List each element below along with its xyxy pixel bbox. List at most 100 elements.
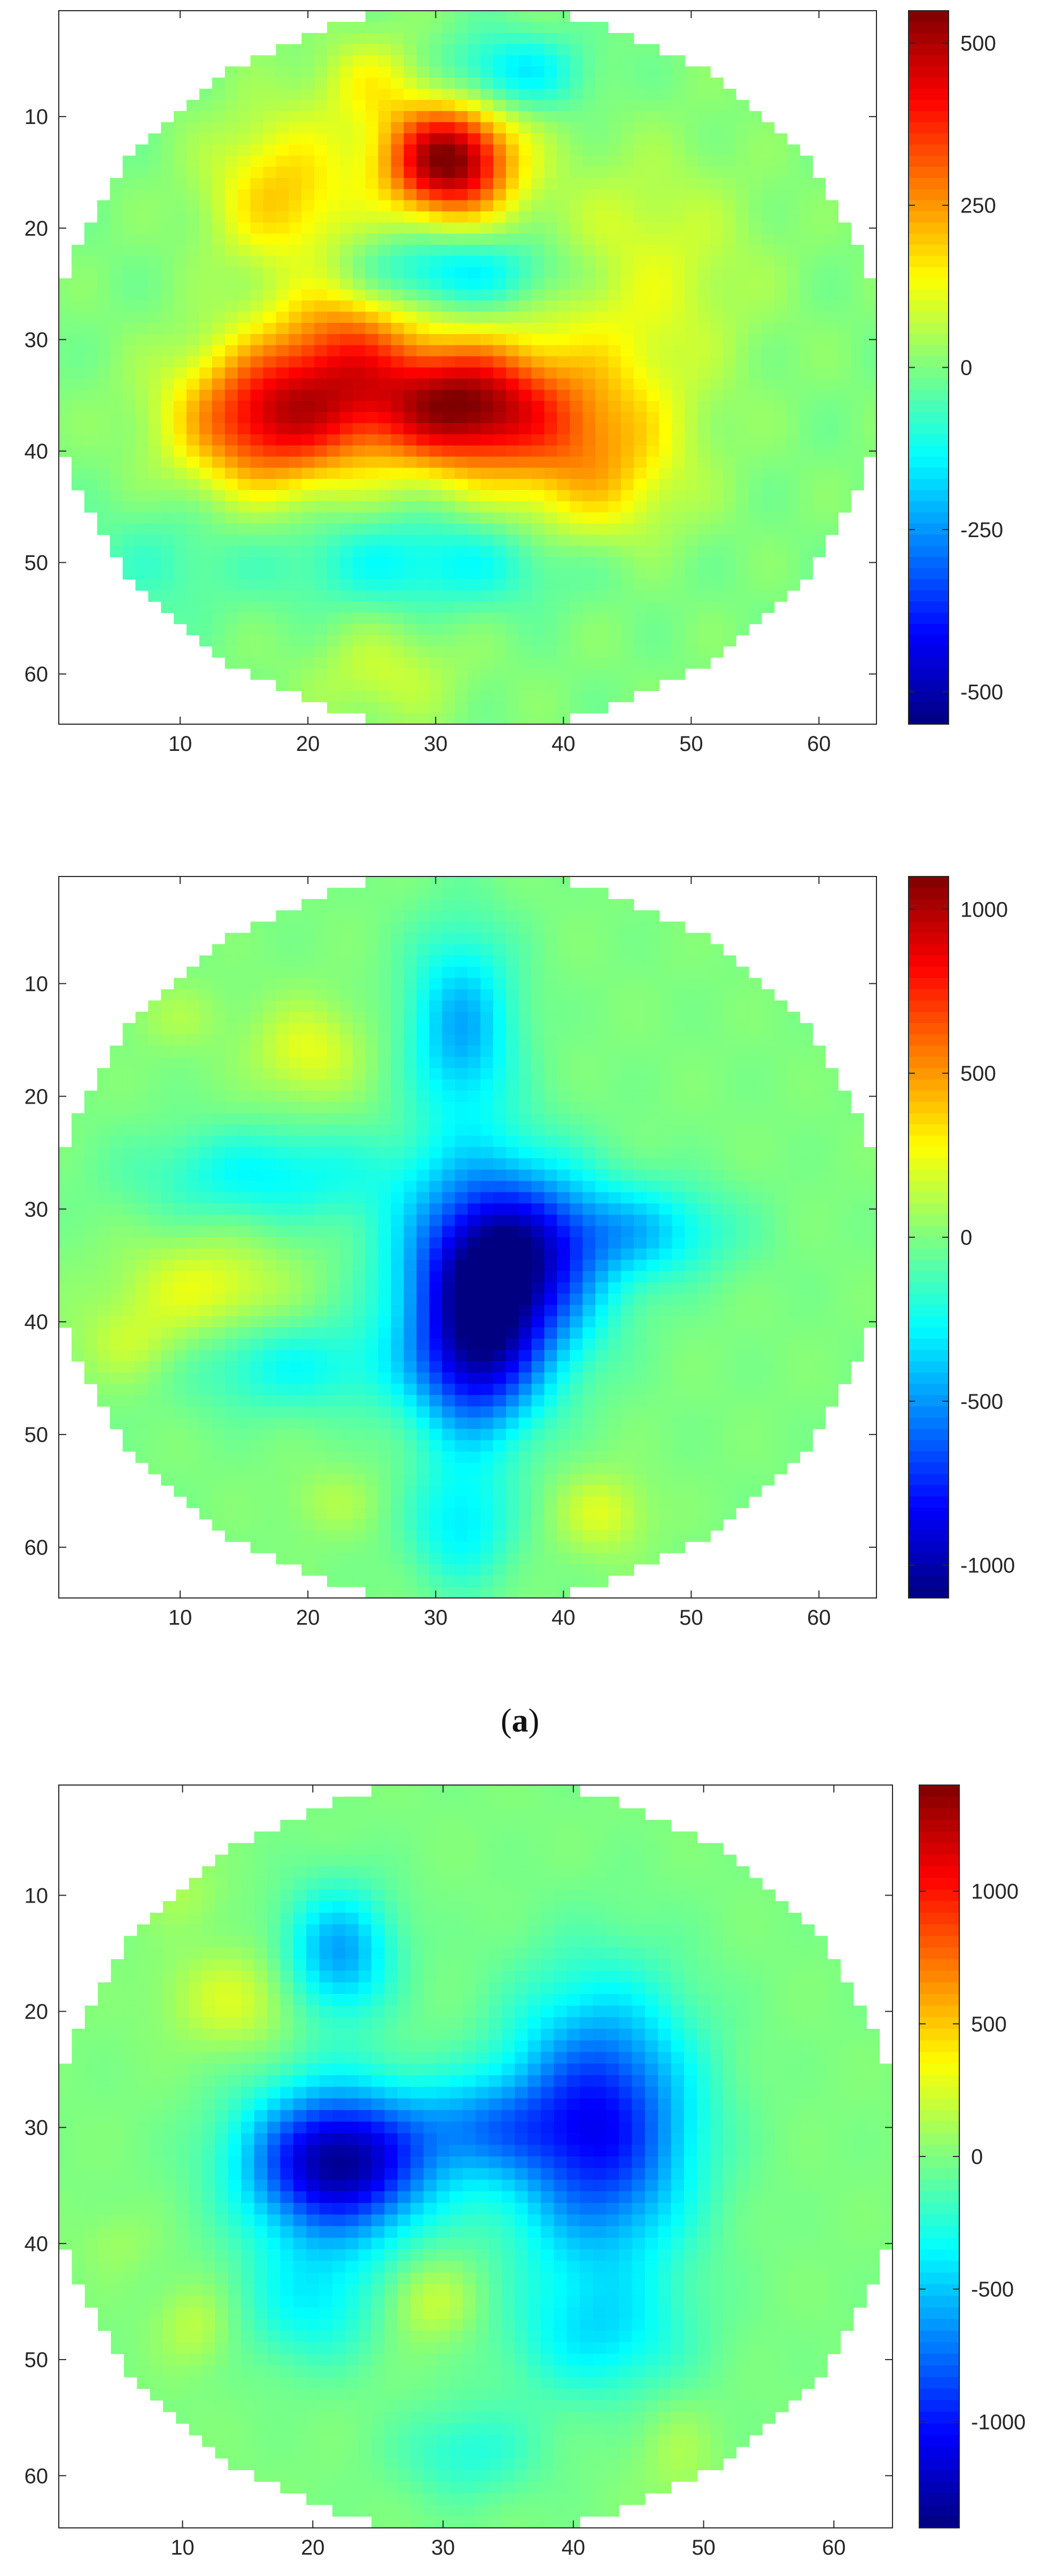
heatmap-cell xyxy=(289,345,302,357)
heatmap-cell xyxy=(774,568,788,580)
heatmap-cell xyxy=(531,333,545,346)
heatmap-cell xyxy=(365,1012,379,1023)
heatmap-cell xyxy=(442,876,455,888)
heatmap-cell xyxy=(199,479,213,491)
heatmap-cell xyxy=(416,1068,430,1080)
heatmap-cell xyxy=(531,668,545,680)
heatmap-cell xyxy=(557,278,570,290)
heatmap-cell xyxy=(289,989,302,1001)
heatmap-cell xyxy=(595,1203,609,1215)
heatmap-cell xyxy=(378,222,392,234)
heatmap-cell xyxy=(301,546,315,557)
heatmap-cell xyxy=(135,390,149,401)
heatmap-cell xyxy=(710,390,724,401)
heatmap-cell xyxy=(646,1034,660,1046)
heatmap-cell xyxy=(468,955,481,967)
heatmap-cell xyxy=(339,367,353,379)
heatmap-cell xyxy=(493,1113,507,1125)
heatmap-cell xyxy=(480,122,494,134)
heatmap-cell xyxy=(583,490,596,502)
heatmap-cell xyxy=(352,921,366,934)
heatmap-cell xyxy=(391,899,405,911)
heatmap-cell xyxy=(761,590,775,602)
heatmap-cell xyxy=(110,234,123,245)
heatmap-cell xyxy=(135,156,149,167)
heatmap-cell xyxy=(378,289,392,301)
heatmap-cell xyxy=(518,367,532,379)
heatmap-cell xyxy=(289,546,302,557)
heatmap-cell xyxy=(761,312,775,323)
heatmap-cell xyxy=(110,1225,123,1238)
heatmap-cell xyxy=(110,523,123,535)
heatmap-cell xyxy=(416,367,430,379)
heatmap-cell xyxy=(97,501,111,513)
heatmap-cell xyxy=(365,289,379,301)
heatmap-cell xyxy=(212,579,226,591)
heatmap-cell xyxy=(672,668,686,680)
heatmap-cell xyxy=(455,590,468,602)
heatmap-cell xyxy=(583,1136,596,1147)
heatmap-cell xyxy=(263,501,277,513)
heatmap-cell xyxy=(148,1101,161,1114)
heatmap-cell xyxy=(301,1181,315,1193)
heatmap-cell xyxy=(416,679,430,692)
heatmap-cell xyxy=(263,189,277,201)
heatmap-cell xyxy=(327,323,340,335)
heatmap-cell xyxy=(212,624,226,635)
heatmap-cell xyxy=(761,546,775,557)
heatmap-cell xyxy=(135,423,149,435)
heatmap-cell xyxy=(263,1034,277,1046)
heatmap-cell xyxy=(685,1181,698,1193)
heatmap-cell xyxy=(148,479,161,491)
heatmap-cell xyxy=(224,1136,238,1147)
heatmap-cell xyxy=(442,921,455,934)
heatmap-cell xyxy=(339,200,353,212)
heatmap-cell xyxy=(736,490,749,502)
heatmap-cell xyxy=(97,401,111,413)
heatmap-cell xyxy=(774,1045,788,1058)
heatmap-cell xyxy=(685,657,698,669)
heatmap-cell xyxy=(327,1113,340,1125)
heatmap-cell xyxy=(620,177,634,190)
heatmap-cell xyxy=(187,1181,200,1193)
heatmap-cell xyxy=(774,1057,788,1069)
heatmap-cell xyxy=(148,312,161,323)
heatmap-cell xyxy=(468,434,481,446)
heatmap-cell xyxy=(697,955,711,967)
heatmap-cell xyxy=(327,1214,340,1227)
heatmap-cell xyxy=(71,1181,85,1193)
heatmap-cell xyxy=(289,635,302,647)
heatmap-cell xyxy=(148,568,161,580)
heatmap-cell xyxy=(237,1124,251,1136)
heatmap-cell xyxy=(263,367,277,379)
heatmap-cell xyxy=(557,534,570,546)
heatmap-cell xyxy=(825,378,839,390)
heatmap-cell xyxy=(531,412,545,424)
heatmap-cell xyxy=(187,624,200,635)
heatmap-cell xyxy=(276,635,289,647)
heatmap-cell xyxy=(224,966,238,979)
heatmap-cell xyxy=(110,490,123,502)
heatmap-cell xyxy=(250,278,264,290)
heatmap-cell xyxy=(748,289,762,301)
heatmap-cell xyxy=(442,312,455,323)
heatmap-cell xyxy=(646,133,660,145)
heatmap-cell xyxy=(276,1090,289,1103)
heatmap-cell xyxy=(480,512,494,524)
heatmap-cell xyxy=(493,1203,507,1215)
heatmap-cell xyxy=(187,323,200,335)
heatmap-cell xyxy=(595,1057,609,1069)
heatmap-cell xyxy=(646,245,660,257)
heatmap-cell xyxy=(327,1136,340,1147)
heatmap-cell xyxy=(544,546,557,557)
heatmap-cell xyxy=(327,255,340,268)
heatmap-cell xyxy=(237,367,251,379)
heatmap-cell xyxy=(339,33,353,45)
heatmap-cell xyxy=(468,1000,481,1012)
heatmap-cell xyxy=(544,679,557,692)
heatmap-cell xyxy=(557,568,570,580)
heatmap-cell xyxy=(314,657,328,669)
heatmap-cell xyxy=(455,1136,468,1147)
heatmap-cell xyxy=(403,546,417,557)
heatmap-cell xyxy=(800,1068,813,1080)
